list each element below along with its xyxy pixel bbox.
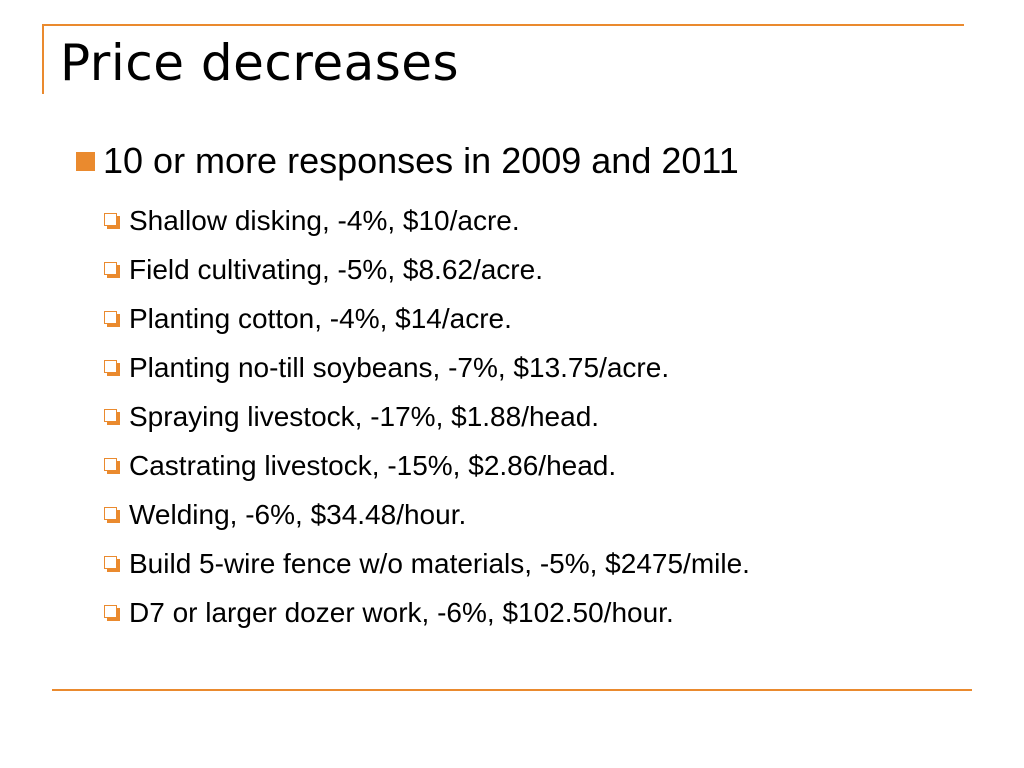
hollow-box-bullet-icon: [104, 506, 120, 523]
sub-bullet-text: Spraying livestock, -17%, $1.88/head.: [129, 400, 600, 432]
sub-bullet-item: Planting cotton, -4%, $14/acre.: [104, 294, 750, 343]
hollow-box-bullet-icon: [104, 555, 120, 572]
sub-bullet-text: Welding, -6%, $34.48/hour.: [129, 498, 467, 530]
hollow-box-bullet-icon: [104, 310, 120, 327]
sub-bullet-item: Spraying livestock, -17%, $1.88/head.: [104, 392, 750, 441]
main-bullet-item: 10 or more responses in 2009 and 2011: [76, 141, 739, 181]
sub-bullet-item: Welding, -6%, $34.48/hour.: [104, 490, 750, 539]
sub-bullet-item: Planting no-till soybeans, -7%, $13.75/a…: [104, 343, 750, 392]
sub-bullet-text: D7 or larger dozer work, -6%, $102.50/ho…: [129, 596, 674, 628]
sub-bullet-text: Shallow disking, -4%, $10/acre.: [129, 204, 520, 236]
sub-bullet-item: Shallow disking, -4%, $10/acre.: [104, 196, 750, 245]
hollow-box-bullet-icon: [104, 261, 120, 278]
sub-bullet-item: Build 5-wire fence w/o materials, -5%, $…: [104, 539, 750, 588]
sub-bullet-text: Castrating livestock, -15%, $2.86/head.: [129, 449, 617, 481]
hollow-box-bullet-icon: [104, 212, 120, 229]
sub-bullet-text: Planting no-till soybeans, -7%, $13.75/a…: [129, 351, 670, 383]
sub-bullet-text: Field cultivating, -5%, $8.62/acre.: [129, 253, 543, 285]
hollow-box-bullet-icon: [104, 359, 120, 376]
sub-bullet-item: Castrating livestock, -15%, $2.86/head.: [104, 441, 750, 490]
sub-bullet-text: Build 5-wire fence w/o materials, -5%, $…: [129, 547, 750, 579]
footer-divider-line: [52, 689, 972, 691]
main-bullet-text: 10 or more responses in 2009 and 2011: [103, 140, 739, 181]
title-frame-left-line: [42, 24, 44, 94]
sub-bullet-item: Field cultivating, -5%, $8.62/acre.: [104, 245, 750, 294]
orange-square-bullet-icon: [76, 151, 95, 171]
hollow-box-bullet-icon: [104, 457, 120, 474]
sub-bullet-list: Shallow disking, -4%, $10/acre. Field cu…: [104, 196, 750, 637]
hollow-box-bullet-icon: [104, 408, 120, 425]
hollow-box-bullet-icon: [104, 604, 120, 621]
sub-bullet-text: Planting cotton, -4%, $14/acre.: [129, 302, 512, 334]
slide-title: Price decreases: [60, 34, 460, 92]
sub-bullet-item: D7 or larger dozer work, -6%, $102.50/ho…: [104, 588, 750, 637]
title-frame-top-line: [42, 24, 964, 26]
